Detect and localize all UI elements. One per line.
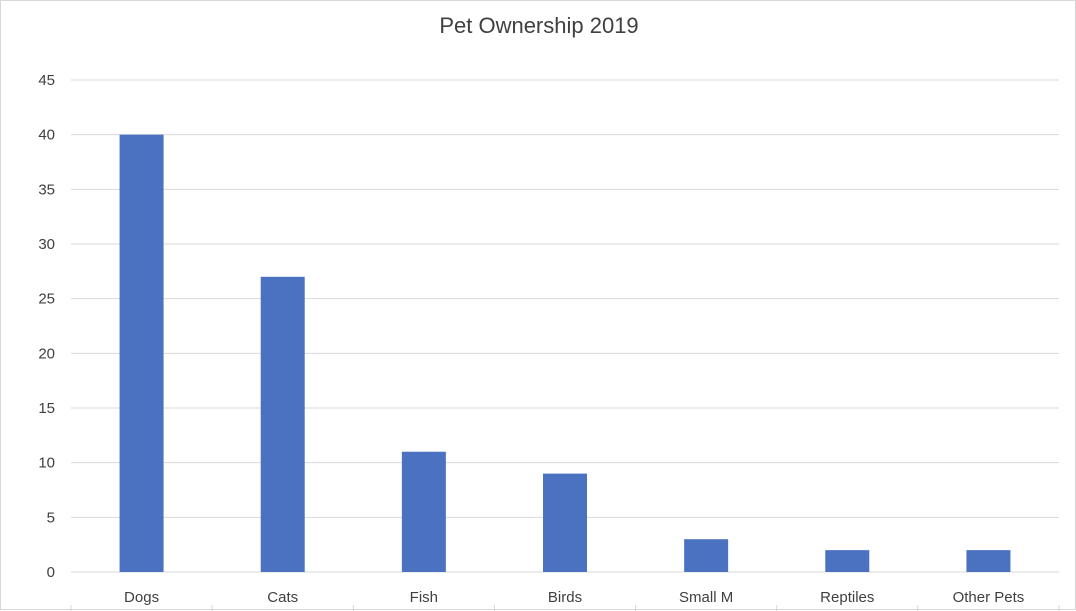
- x-tick-label: Other Pets: [953, 589, 1025, 606]
- y-tick-label: 40: [38, 127, 55, 144]
- y-tick-label: 5: [47, 509, 55, 526]
- x-tick-label: Reptiles: [820, 589, 874, 606]
- y-tick-label: 45: [38, 72, 55, 89]
- y-axis-tick-labels: 0 5 10 15 20 25 30 35 40 45: [38, 72, 55, 581]
- bar-cats: [260, 276, 305, 572]
- bar-reptiles: [825, 550, 870, 572]
- bar-dogs: [119, 134, 164, 572]
- x-axis-tick-labels: Dogs Cats Fish Birds Small M Reptiles Other Pe…: [124, 589, 1024, 606]
- x-tick-label: Dogs: [124, 589, 159, 606]
- y-tick-label: 20: [38, 345, 55, 362]
- y-tick-label: 25: [38, 291, 55, 308]
- bar-other-pets: [966, 550, 1011, 572]
- x-tick-label: Birds: [548, 589, 582, 606]
- y-tick-label: 30: [38, 236, 55, 253]
- y-tick-label: 35: [38, 181, 55, 198]
- chart-title: Pet Ownership 2019: [439, 13, 639, 38]
- bar-fish: [401, 451, 446, 572]
- y-tick-label: 0: [47, 564, 55, 581]
- x-tick-label: Fish: [410, 589, 438, 606]
- x-tick-label: Small M: [679, 589, 733, 606]
- bar-birds: [543, 473, 587, 572]
- bars: [119, 134, 1011, 572]
- y-tick-label: 15: [38, 400, 55, 417]
- y-tick-label: 10: [38, 455, 55, 472]
- x-tick-label: Cats: [267, 589, 298, 606]
- bar-small-m: [684, 539, 729, 572]
